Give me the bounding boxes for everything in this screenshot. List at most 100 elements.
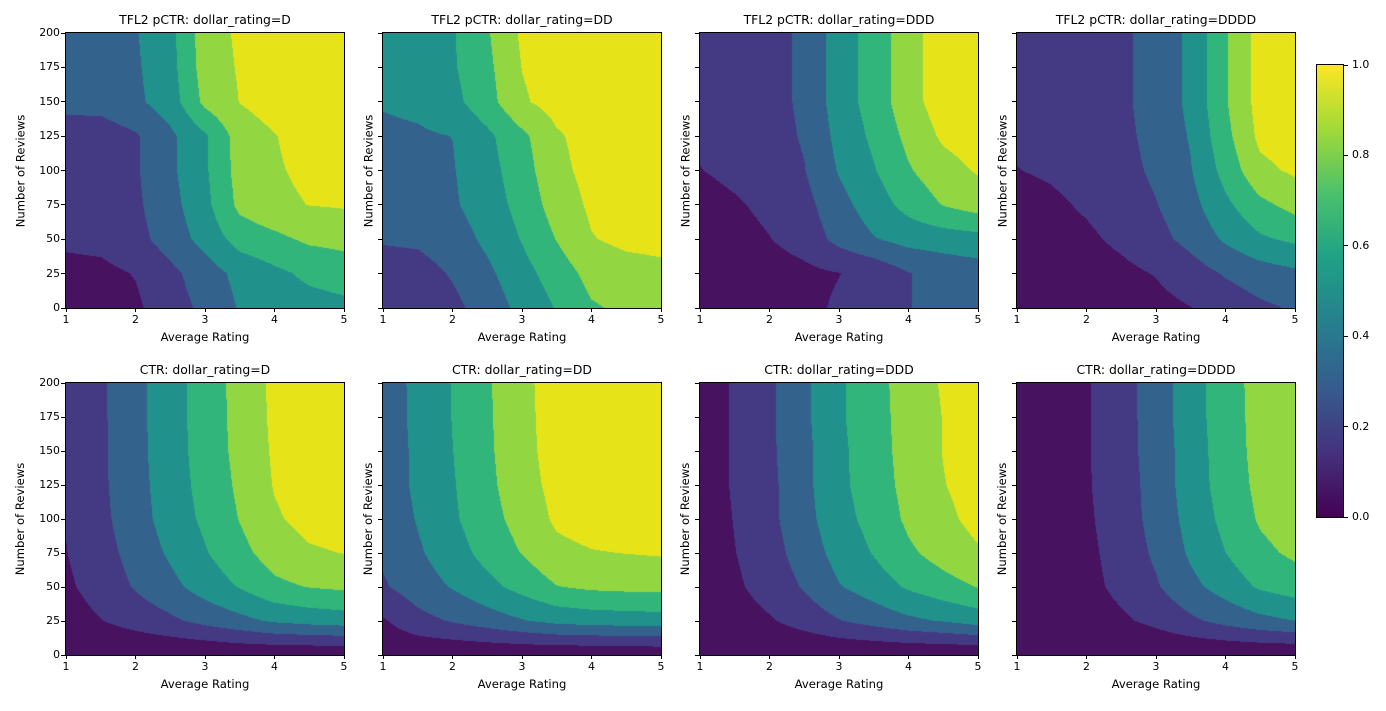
y-tick-mark [61, 552, 65, 554]
y-tick-mark [378, 101, 382, 103]
y-tick-mark [378, 32, 382, 34]
x-tick-label: 2 [766, 313, 773, 326]
plot-title: CTR: dollar_rating=DD [452, 362, 592, 377]
x-tick-mark [1086, 308, 1087, 312]
contour-plot-canvas [1017, 33, 1295, 308]
x-tick-label: 4 [1222, 313, 1229, 326]
y-tick-mark [1012, 32, 1016, 34]
x-tick-mark [977, 308, 979, 312]
x-axis-label: Average Rating [794, 330, 884, 344]
y-tick-mark [695, 518, 699, 520]
colorbar-tick-mark [1344, 245, 1348, 247]
x-tick-label: 3 [201, 313, 209, 326]
x-tick-label: 3 [201, 660, 209, 673]
y-tick-label: 150 [39, 444, 60, 457]
y-tick-label: 125 [39, 129, 60, 143]
y-axis-label: Number of Reviews [678, 114, 692, 227]
x-tick-label: 5 [657, 313, 665, 326]
x-tick-mark [343, 655, 345, 659]
x-tick-mark [660, 655, 662, 659]
contour-plot-canvas [700, 33, 978, 308]
x-tick-label: 4 [588, 660, 595, 673]
x-tick-label: 4 [271, 660, 278, 673]
x-tick-label: 5 [974, 313, 982, 326]
y-tick-mark [378, 620, 382, 622]
x-tick-label: 3 [518, 660, 526, 673]
x-tick-mark [1155, 308, 1157, 312]
x-tick-label: 3 [835, 660, 843, 673]
contour-plot-canvas [66, 383, 344, 655]
y-tick-mark [378, 204, 382, 206]
y-tick-mark [1012, 416, 1016, 418]
x-tick-mark [452, 308, 453, 312]
x-axis-label: Average Rating [1111, 330, 1201, 344]
colorbar-tick-label: 0.4 [1352, 329, 1370, 343]
colorbar-tick-label: 0.2 [1352, 419, 1370, 433]
colorbar-border [1316, 64, 1344, 518]
x-tick-mark [135, 655, 136, 659]
y-tick-mark [1012, 654, 1016, 656]
x-tick-mark [452, 655, 453, 659]
x-tick-mark [699, 308, 701, 312]
y-tick-mark [695, 307, 699, 309]
y-tick-mark [378, 484, 382, 486]
y-tick-mark [378, 518, 382, 520]
y-tick-mark [1012, 238, 1016, 240]
plot-title: TFL2 pCTR: dollar_rating=DDDD [1055, 12, 1257, 27]
x-axis-label: Average Rating [477, 677, 567, 691]
y-tick-mark [378, 273, 382, 275]
y-tick-mark [61, 307, 65, 309]
x-tick-mark [699, 655, 701, 659]
x-tick-mark [660, 308, 662, 312]
colorbar-tick-mark [1344, 335, 1348, 337]
x-tick-label: 1 [62, 660, 70, 673]
y-tick-mark [695, 484, 699, 486]
y-tick-label: 50 [46, 232, 60, 246]
colorbar-tick-label: 0.6 [1352, 238, 1370, 252]
y-tick-mark [695, 586, 699, 588]
y-tick-mark [695, 416, 699, 418]
y-tick-mark [1012, 518, 1016, 520]
y-tick-mark [61, 135, 65, 137]
y-tick-mark [695, 382, 699, 384]
y-tick-mark [1012, 273, 1016, 275]
y-axis-label: Number of Reviews [995, 462, 1009, 576]
x-tick-mark [521, 655, 523, 659]
x-tick-mark [204, 308, 206, 312]
x-tick-label: 3 [835, 313, 843, 326]
y-tick-mark [695, 654, 699, 656]
x-tick-mark [65, 308, 67, 312]
y-tick-mark [61, 620, 65, 622]
x-tick-label: 3 [1152, 660, 1160, 673]
plot-title: CTR: dollar_rating=D [139, 362, 271, 377]
y-tick-mark [1012, 620, 1016, 622]
x-tick-label: 2 [1083, 313, 1090, 326]
x-tick-mark [1016, 655, 1018, 659]
contour-plot-canvas [383, 383, 661, 655]
x-tick-label: 2 [1083, 660, 1090, 673]
y-tick-label: 50 [46, 580, 60, 593]
x-tick-label: 1 [62, 313, 70, 326]
y-tick-mark [378, 382, 382, 384]
y-tick-mark [61, 518, 65, 520]
x-tick-label: 2 [449, 660, 456, 673]
x-tick-mark [382, 655, 384, 659]
y-tick-mark [61, 32, 65, 34]
colorbar-tick-label: 0.8 [1352, 148, 1370, 162]
x-tick-label: 5 [340, 660, 348, 673]
y-tick-mark [1012, 170, 1016, 171]
y-tick-mark [378, 170, 382, 171]
x-tick-label: 4 [1222, 660, 1229, 673]
colorbar-tick-label: 1.0 [1352, 58, 1370, 71]
x-tick-label: 1 [379, 660, 387, 673]
colorbar-tick-mark [1344, 426, 1348, 428]
contour-plot-canvas [383, 33, 661, 308]
plot-title: CTR: dollar_rating=DDD [764, 362, 914, 377]
x-tick-label: 4 [905, 313, 912, 326]
y-tick-mark [695, 204, 699, 206]
x-tick-mark [908, 308, 909, 312]
x-tick-mark [1016, 308, 1018, 312]
x-tick-label: 4 [905, 660, 912, 673]
colorbar-gradient [1317, 65, 1343, 517]
y-tick-label: 200 [39, 376, 60, 389]
